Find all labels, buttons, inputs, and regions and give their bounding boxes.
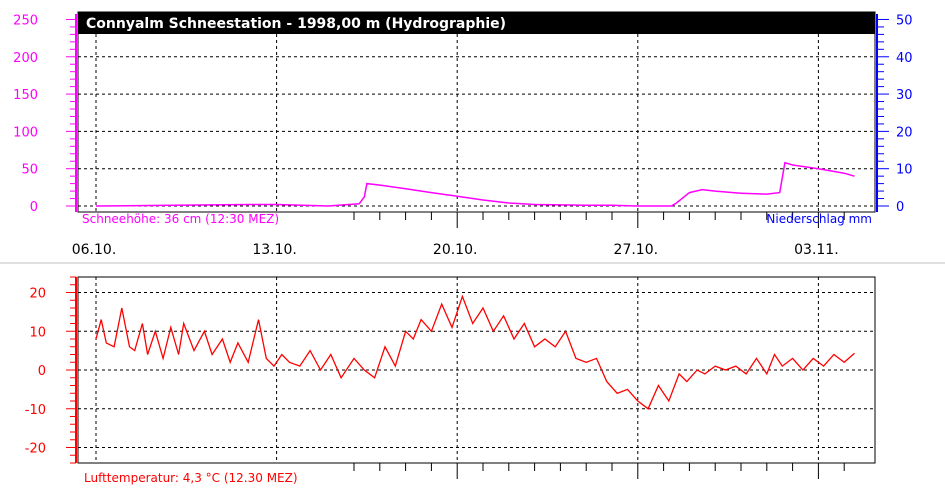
temperature-status: Lufttemperatur: 4,3 °C (12.30 MEZ) [84, 471, 298, 485]
date-axis-label: 27.10. [614, 242, 659, 258]
snow-axis-tick-label: 0 [30, 200, 38, 215]
snow-axis-tick-label: 250 [13, 13, 38, 28]
temperature-chart-date-ticks [353, 463, 845, 479]
temperature-line [95, 294, 855, 410]
snow-chart-date-ticks [353, 212, 845, 228]
date-axis-labels: 06.10. 13.10. 20.10. 27.10. 03.11. [72, 242, 839, 258]
snow-axis-tick-label: 50 [21, 163, 38, 178]
temp-axis-tick-label: 20 [29, 287, 46, 302]
temp-axis-tick-label: 0 [38, 364, 46, 379]
precip-axis-tick-label: 20 [896, 125, 913, 140]
snow-axis-tick-label: 100 [13, 125, 38, 140]
date-axis-label: 06.10. [72, 242, 117, 258]
temp-axis-tick-label: -10 [25, 403, 46, 418]
date-axis-label: 03.11. [794, 242, 839, 258]
snow-chart-grid [78, 34, 875, 212]
snow-depth-axis: 0 50 100 150 200 250 [13, 13, 77, 215]
precipitation-axis-label: Niederschlag mm [766, 212, 872, 226]
precip-axis-tick-label: 0 [896, 200, 904, 215]
snow-depth-status: Schneehöhe: 36 cm (12:30 MEZ) [82, 212, 279, 226]
snow-depth-line [95, 161, 855, 207]
snow-chart-plot-area [77, 11, 876, 213]
precip-axis-tick-label: 10 [896, 163, 913, 178]
precip-axis-tick-label: 40 [896, 51, 913, 66]
title-bar [78, 12, 875, 34]
snow-axis-tick-label: 150 [13, 88, 38, 103]
chart-title: Connyalm Schneestation - 1998,00 m (Hydr… [86, 16, 506, 32]
temp-axis-tick-label: 10 [29, 325, 46, 340]
precip-axis-tick-label: 50 [896, 13, 913, 28]
precip-axis-tick-label: 30 [896, 88, 913, 103]
temp-axis-tick-label: -20 [25, 442, 46, 457]
date-axis-label: 13.10. [252, 242, 297, 258]
date-axis-label: 20.10. [433, 242, 478, 258]
temperature-axis: -20 -10 0 10 20 [25, 276, 77, 464]
temperature-chart-grid [78, 277, 875, 463]
precipitation-axis: 0 10 20 30 40 50 [876, 13, 913, 215]
snow-axis-tick-label: 200 [13, 51, 38, 66]
